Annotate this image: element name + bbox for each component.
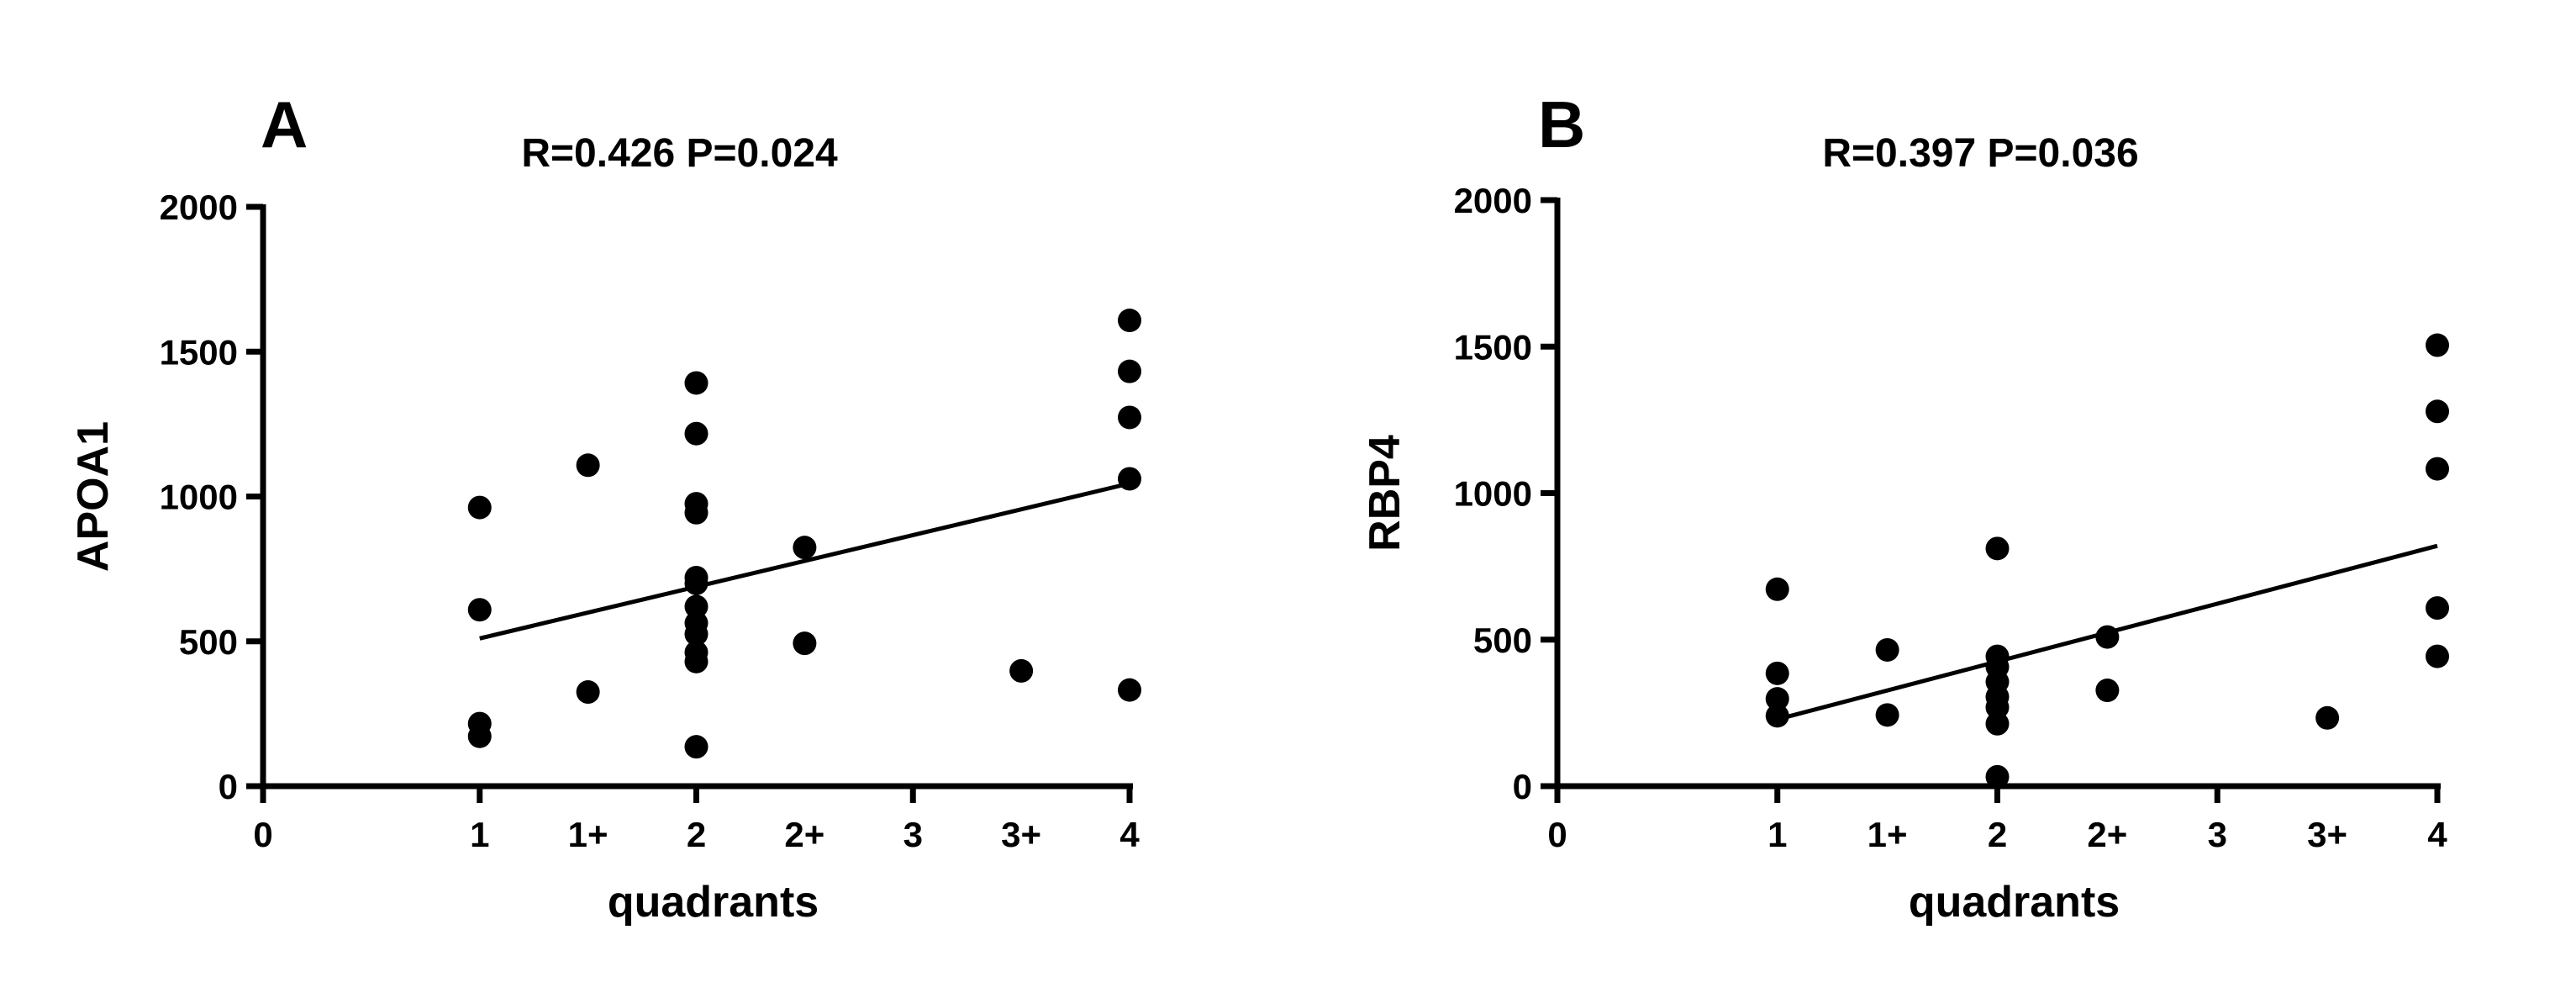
data-point <box>684 622 709 647</box>
x-axis-label: quadrants <box>1909 878 2120 927</box>
x-tick-label: 0 <box>253 815 272 854</box>
data-point <box>2426 399 2449 424</box>
data-point <box>1118 309 1141 333</box>
data-point <box>1118 405 1141 430</box>
data-point <box>684 500 709 525</box>
data-point <box>684 649 709 673</box>
data-point <box>1765 661 1789 685</box>
data-point <box>467 724 492 748</box>
data-point <box>1985 695 2010 720</box>
data-point <box>1765 687 1789 711</box>
data-point <box>467 495 492 520</box>
y-tick-label: 0 <box>219 767 238 806</box>
x-tick-label: 4 <box>2427 815 2447 854</box>
data-point <box>1765 704 1789 728</box>
panel-label: B <box>1538 87 1585 161</box>
y-axis-label: APOA1 <box>69 421 118 572</box>
x-tick-label: 3+ <box>2307 815 2347 854</box>
data-point <box>1985 764 2010 789</box>
y-tick-label: 2000 <box>1454 181 1532 220</box>
data-point <box>576 453 600 478</box>
y-tick-label: 1000 <box>1454 474 1532 514</box>
y-tick-label: 1500 <box>1454 327 1532 367</box>
panel-b: 0 500 1000 1500 2000 0 1 1+ 2 2+ 3 3+ 4 B R=0.397 P=0.… <box>1361 87 2449 927</box>
data-point <box>1009 658 1034 683</box>
data-point <box>467 598 492 622</box>
x-tick-label: 2+ <box>784 815 824 854</box>
data-point <box>793 536 817 560</box>
y-tick-label: 1000 <box>160 478 238 517</box>
data-point <box>684 571 709 595</box>
data-point <box>1118 678 1141 702</box>
y-axis-label: RBP4 <box>1361 435 1409 552</box>
chart-title: R=0.397 P=0.036 <box>1822 131 2138 176</box>
x-tick-label: 1 <box>470 815 489 854</box>
y-tick-label: 500 <box>179 622 238 662</box>
data-point <box>1118 467 1141 491</box>
data-point <box>1985 536 2010 561</box>
y-tick-label: 2000 <box>160 188 238 227</box>
y-tick-label: 0 <box>1513 767 1532 806</box>
data-point <box>2426 457 2449 481</box>
data-point <box>684 594 709 619</box>
data-point <box>1765 577 1789 601</box>
x-tick-label: 2+ <box>2087 815 2127 854</box>
x-tick-label: 2 <box>687 815 706 854</box>
data-point <box>793 631 817 656</box>
x-tick-label: 1 <box>1767 815 1787 854</box>
data-point <box>1985 711 2010 736</box>
data-point <box>2095 679 2120 703</box>
y-tick-label: 1500 <box>160 332 238 372</box>
x-tick-label: 3 <box>2208 815 2227 854</box>
data-point <box>1875 703 1899 727</box>
x-axis-label: quadrants <box>608 878 819 927</box>
chart-title: R=0.426 P=0.024 <box>521 131 838 176</box>
data-point <box>1118 359 1141 383</box>
data-point <box>2095 625 2120 649</box>
x-tick-label: 1+ <box>568 815 608 854</box>
data-point <box>684 735 709 759</box>
y-tick-label: 500 <box>1473 621 1532 660</box>
x-tick-label: 2 <box>1988 815 2007 854</box>
data-point <box>684 421 709 446</box>
data-point <box>2315 705 2340 730</box>
data-point <box>2426 644 2449 668</box>
data-point <box>2426 333 2449 357</box>
data-point <box>2426 596 2449 621</box>
data-point <box>576 680 600 705</box>
x-tick-label: 3 <box>903 815 923 854</box>
x-tick-label: 3+ <box>1001 815 1041 854</box>
data-point <box>684 371 709 395</box>
x-tick-label: 1+ <box>1867 815 1908 854</box>
x-tick-label: 0 <box>1547 815 1567 854</box>
x-tick-label: 4 <box>1119 815 1140 854</box>
data-point <box>1875 637 1899 662</box>
regression-line <box>479 481 1130 641</box>
panel-a: 0 500 1000 1500 2000 0 1 1+ 2 2+ 3 3+ 4 A R=0.426 P=0.… <box>69 87 1141 927</box>
panel-label: A <box>261 87 308 161</box>
